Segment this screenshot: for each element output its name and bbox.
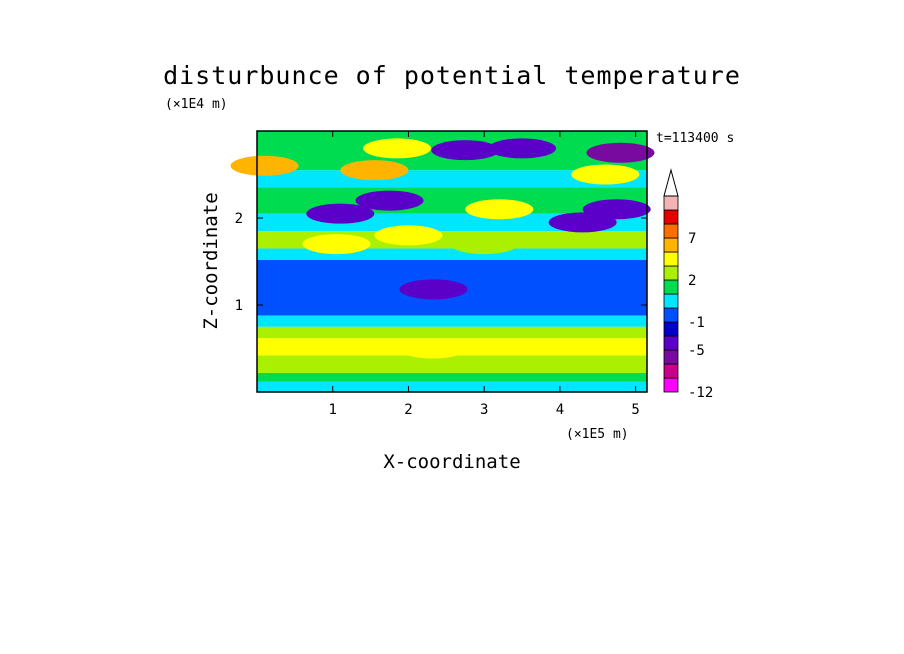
band bbox=[257, 381, 647, 392]
feature bbox=[548, 212, 617, 233]
y-axis-ticks: 12 bbox=[235, 211, 647, 314]
band bbox=[257, 355, 647, 373]
colorbar-swatch bbox=[663, 209, 679, 225]
colorbar-swatch bbox=[663, 293, 679, 309]
colorbar-swatch bbox=[663, 321, 679, 337]
colorbar-arrow bbox=[663, 168, 679, 197]
feature bbox=[355, 190, 424, 211]
x-unit-label: (×1E5 m) bbox=[566, 427, 629, 442]
colorbar-swatch bbox=[663, 237, 679, 253]
colorbar-tick-label: -5 bbox=[688, 343, 705, 359]
feature bbox=[586, 142, 655, 163]
x-tick-label: 4 bbox=[556, 402, 564, 418]
time-label: t=113400 s bbox=[656, 131, 734, 146]
colorbar-swatch bbox=[663, 265, 679, 281]
colorbar-swatch bbox=[663, 195, 679, 211]
colorbar-swatch bbox=[663, 307, 679, 323]
x-tick-label: 2 bbox=[404, 402, 412, 418]
feature bbox=[306, 203, 375, 224]
colorbar-swatch bbox=[663, 349, 679, 365]
colorbar-swatch bbox=[663, 251, 679, 267]
band bbox=[257, 248, 647, 260]
band bbox=[257, 315, 647, 327]
x-tick-label: 3 bbox=[480, 402, 488, 418]
y-tick-label: 1 bbox=[235, 298, 243, 314]
colorbar-swatch bbox=[663, 335, 679, 351]
colorbar-tick-label: 7 bbox=[688, 231, 696, 247]
contour-field bbox=[230, 131, 655, 392]
x-tick-label: 1 bbox=[329, 402, 337, 418]
y-axis-label: Z-coordinate bbox=[200, 192, 222, 329]
colorbar-tick-label: -12 bbox=[688, 385, 713, 401]
feature bbox=[374, 225, 443, 246]
band bbox=[257, 326, 647, 339]
x-tick-label: 5 bbox=[631, 402, 639, 418]
x-axis-label: X-coordinate bbox=[383, 451, 520, 473]
y-unit-label: (×1E4 m) bbox=[165, 97, 228, 112]
band bbox=[257, 372, 647, 382]
feature bbox=[465, 199, 534, 220]
feature bbox=[302, 234, 371, 255]
feature bbox=[398, 338, 467, 359]
feature bbox=[399, 279, 468, 300]
feature bbox=[431, 140, 500, 161]
feature bbox=[488, 138, 557, 159]
x-axis-ticks: 1 2 3 4 5 bbox=[329, 131, 640, 418]
colorbar-swatch bbox=[663, 377, 679, 393]
feature bbox=[450, 234, 519, 255]
feature bbox=[363, 138, 432, 159]
colorbar: 7 2 -1 -5 -12 bbox=[663, 168, 713, 401]
colorbar-swatch bbox=[663, 279, 679, 295]
feature bbox=[571, 164, 640, 185]
plot-frame bbox=[256, 130, 648, 393]
frame-border bbox=[256, 130, 648, 393]
feature bbox=[230, 155, 299, 176]
colorbar-tick-label: -1 bbox=[688, 315, 705, 331]
feature bbox=[340, 160, 409, 181]
chart-title: disturbunce of potential temperature bbox=[163, 61, 741, 90]
colorbar-swatch bbox=[663, 363, 679, 379]
colorbar-swatch bbox=[663, 223, 679, 239]
colorbar-tick-label: 2 bbox=[688, 273, 696, 289]
y-tick-label: 2 bbox=[235, 211, 243, 227]
